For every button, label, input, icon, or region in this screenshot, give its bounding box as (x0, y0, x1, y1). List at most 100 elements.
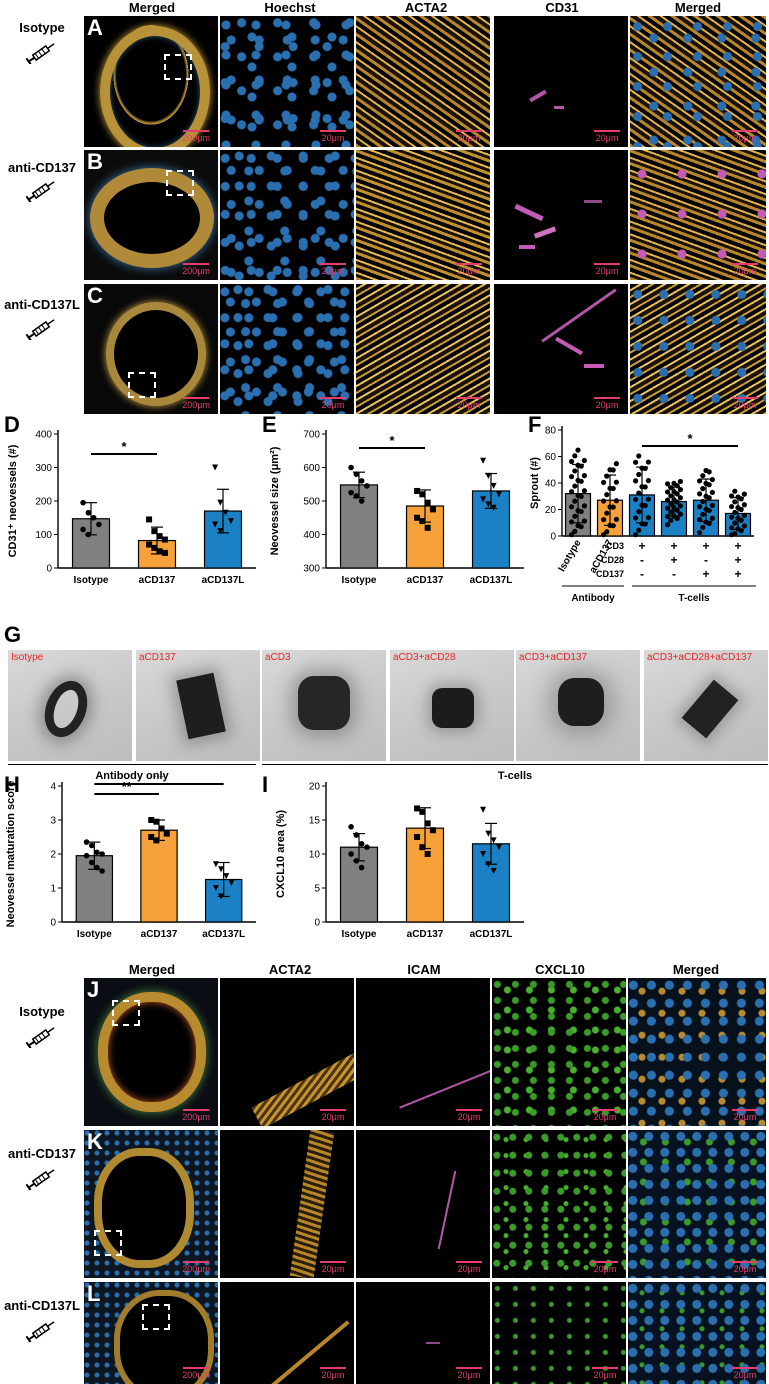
data-point (668, 517, 674, 523)
data-point (569, 519, 575, 525)
data-point (348, 489, 354, 496)
data-point (99, 851, 105, 857)
group-divider-tcells (262, 764, 768, 765)
data-point (601, 479, 607, 486)
data-point (613, 479, 619, 485)
data-point (581, 488, 587, 494)
data-point (358, 478, 365, 484)
data-point (706, 520, 712, 527)
panel-letter-c: C (87, 284, 103, 308)
data-point (633, 496, 639, 503)
y-tick-label: 60 (545, 452, 557, 463)
data-point (217, 499, 224, 506)
y-axis-label: CXCL10 area (%) (275, 810, 287, 898)
micrograph-j-merged-overview: J 200μm (84, 978, 218, 1126)
chart-e: 300 400 500 600 700 Neovessel size (μm²) Isoty… (269, 430, 524, 586)
panel-letter-h: H (4, 772, 20, 797)
data-point (665, 497, 671, 503)
column-header-cd31: CD31 (545, 0, 579, 15)
data-point (665, 481, 671, 487)
y-tick-label: 15 (309, 816, 321, 827)
data-point (697, 504, 703, 510)
row-label-isotype: Isotype (19, 20, 65, 35)
condition-sign: - (640, 553, 644, 567)
condition-sign: - (640, 567, 644, 581)
panel-letter-a: A (87, 16, 103, 40)
data-point (424, 524, 431, 531)
micrograph-k-merged-overview: K 200μm (84, 1130, 218, 1278)
y-tick-label: 3 (50, 816, 56, 827)
data-point (217, 528, 224, 535)
data-point (148, 817, 155, 823)
x-tick-label: aCD137L (470, 575, 513, 586)
condition-sign: - (704, 553, 708, 567)
data-point (729, 525, 735, 531)
image-label: aCD3+aCD28 (393, 652, 456, 663)
data-point (633, 532, 639, 538)
data-point (633, 459, 639, 465)
data-point (645, 515, 651, 521)
condition-sign: + (734, 539, 741, 553)
data-point (364, 483, 370, 489)
data-point (480, 806, 487, 813)
data-point (636, 453, 642, 459)
data-point (575, 447, 581, 453)
column-header-icam: ICAM (407, 962, 441, 977)
scale-bar: 20μm (732, 397, 758, 410)
scale-bar: 20μm (456, 263, 482, 276)
scale-bar: 200μm (182, 1367, 210, 1380)
bar (339, 484, 379, 569)
data-point (700, 498, 706, 505)
syringe-icon (25, 1321, 55, 1342)
data-point (569, 504, 575, 510)
group-label-tcells: T-cells (497, 770, 533, 782)
scale-bar: 20μm (732, 1261, 758, 1274)
data-point (495, 491, 502, 498)
data-point (485, 861, 492, 868)
data-point (148, 834, 155, 840)
condition-label: CD3 (606, 541, 624, 551)
data-point (158, 825, 165, 832)
data-point (414, 834, 421, 840)
data-point (153, 818, 160, 825)
syringe-icon (25, 319, 55, 340)
y-tick-label: 400 (303, 530, 320, 541)
data-point (578, 493, 584, 500)
x-tick-label: aCD137 (407, 929, 444, 940)
x-tick-label: Isotype (77, 929, 112, 940)
data-point (353, 832, 360, 838)
data-point (223, 873, 230, 880)
data-point (581, 473, 587, 479)
data-point (700, 486, 706, 492)
sprout-image-acd3: aCD3 (262, 650, 386, 761)
data-point (729, 493, 735, 499)
data-point (212, 521, 219, 528)
y-axis-label: Sprout (#) (529, 457, 541, 509)
data-point (358, 498, 365, 504)
data-point (414, 487, 421, 494)
data-point (642, 484, 648, 490)
row-label-isotype: Isotype (19, 1004, 65, 1019)
scale-bar: 20μm (456, 1109, 482, 1122)
sprout-image-acd3-acd137: aCD3+aCD137 (516, 650, 640, 761)
data-point (581, 457, 587, 464)
data-point (668, 501, 674, 507)
scale-bar: 20μm (594, 397, 620, 410)
column-header-acta2: ACTA2 (268, 962, 312, 977)
data-point (156, 533, 163, 540)
scale-bar: 20μm (320, 130, 346, 143)
data-point (348, 824, 354, 830)
data-point (578, 463, 584, 469)
scale-bar: 20μm (320, 263, 346, 276)
micrograph-b-hoechst: 20μm (220, 150, 354, 280)
condition-sign: + (702, 567, 709, 581)
data-point (633, 478, 639, 484)
micrograph-j-merged-zoom: 20μm (628, 978, 766, 1126)
x-tick-label: Isotype (557, 538, 584, 574)
micrograph-j-acta2: 20μm (220, 978, 354, 1126)
data-point (738, 496, 744, 502)
image-label: aCD3 (265, 652, 291, 663)
data-point (480, 851, 487, 857)
data-point (729, 503, 735, 510)
